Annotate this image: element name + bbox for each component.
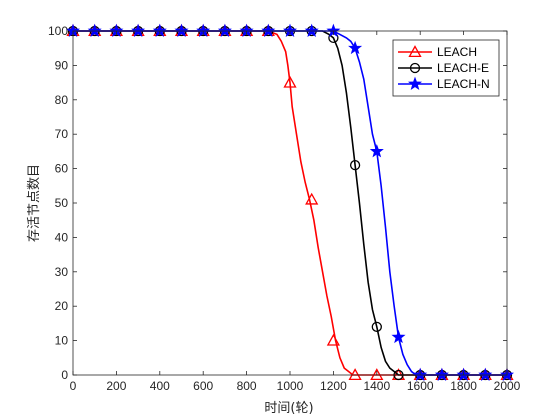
series-line-leach-n: [73, 30, 507, 376]
data-point-leach-n: [348, 40, 363, 55]
x-tick-label: 1800: [450, 379, 477, 393]
x-tick-label: 2000: [494, 379, 521, 393]
x-tick-label: 0: [70, 379, 77, 393]
legend-entry-leach-n: LEACH-N: [398, 76, 490, 91]
data-point-leach-n: [131, 23, 146, 37]
y-tick-label: 90: [55, 58, 69, 72]
x-tick-label: 600: [193, 379, 213, 393]
data-point-leach-n: [87, 23, 102, 37]
legend-symbol-leach-e: [409, 62, 421, 74]
legend-entry-leach-e: LEACH-E: [398, 61, 489, 75]
legend-marker-leach-e: [398, 62, 432, 74]
data-point-leach-e: [349, 160, 361, 171]
x-axis-label: 时间(轮): [264, 401, 313, 416]
y-tick-label: 40: [55, 230, 69, 244]
data-point-leach-n: [391, 329, 406, 344]
x-tick-label: 800: [237, 379, 257, 393]
x-tick-label: 400: [150, 379, 170, 393]
data-point-leach: [283, 75, 297, 88]
data-point-leach: [370, 368, 384, 381]
x-tick-label: 1600: [407, 379, 434, 393]
x-tick-label: 1400: [363, 379, 390, 393]
axes-layer: 0 200 400 600 800 1000 1200 1400 1600 1800 2000 0 10…: [48, 24, 521, 393]
legend-symbol-leach-n: [407, 76, 423, 90]
data-point-leach: [326, 333, 341, 346]
legend-label-leach-e: LEACH-E: [437, 61, 489, 75]
data-point-leach-n: [369, 144, 384, 158]
legend-label-leach-n: LEACH-N: [437, 77, 490, 91]
legend: LEACH LEACH-E LEACH-N: [392, 39, 500, 97]
series-layer: [65, 23, 515, 381]
data-point-leach-n: [434, 367, 449, 381]
y-tick-label: 30: [55, 265, 69, 279]
data-point-leach-n: [478, 367, 493, 381]
x-tick-label: 1000: [277, 379, 304, 393]
y-tick-label: 0: [61, 368, 68, 382]
y-tick-label: 100: [48, 24, 68, 38]
data-point-leach-e: [371, 321, 382, 332]
legend-label-leach: LEACH: [437, 45, 477, 59]
data-point-leach: [305, 192, 319, 205]
y-tick-label: 80: [55, 93, 69, 107]
legend-marker-leach-n: [398, 76, 432, 90]
y-axis-label: 存活节点数目: [27, 164, 42, 242]
x-tick-label: 1200: [320, 379, 347, 393]
data-point-leach-n: [261, 23, 276, 37]
y-tick-label: 70: [55, 127, 69, 141]
data-point-leach-n: [304, 23, 319, 37]
y-tick-label: 10: [55, 334, 69, 348]
legend-symbol-leach: [408, 45, 422, 58]
x-tick-label: 200: [106, 379, 126, 393]
data-point-leach-n: [174, 23, 189, 37]
legend-entry-leach: LEACH: [398, 45, 477, 59]
series-line-leach-e: [73, 30, 507, 376]
y-tick-label: 20: [55, 299, 69, 313]
y-tick-label: 50: [55, 196, 69, 210]
legend-marker-leach: [398, 45, 432, 58]
y-tick-label: 60: [55, 162, 69, 176]
data-point-leach-n: [217, 23, 232, 37]
data-point-leach: [348, 368, 362, 381]
